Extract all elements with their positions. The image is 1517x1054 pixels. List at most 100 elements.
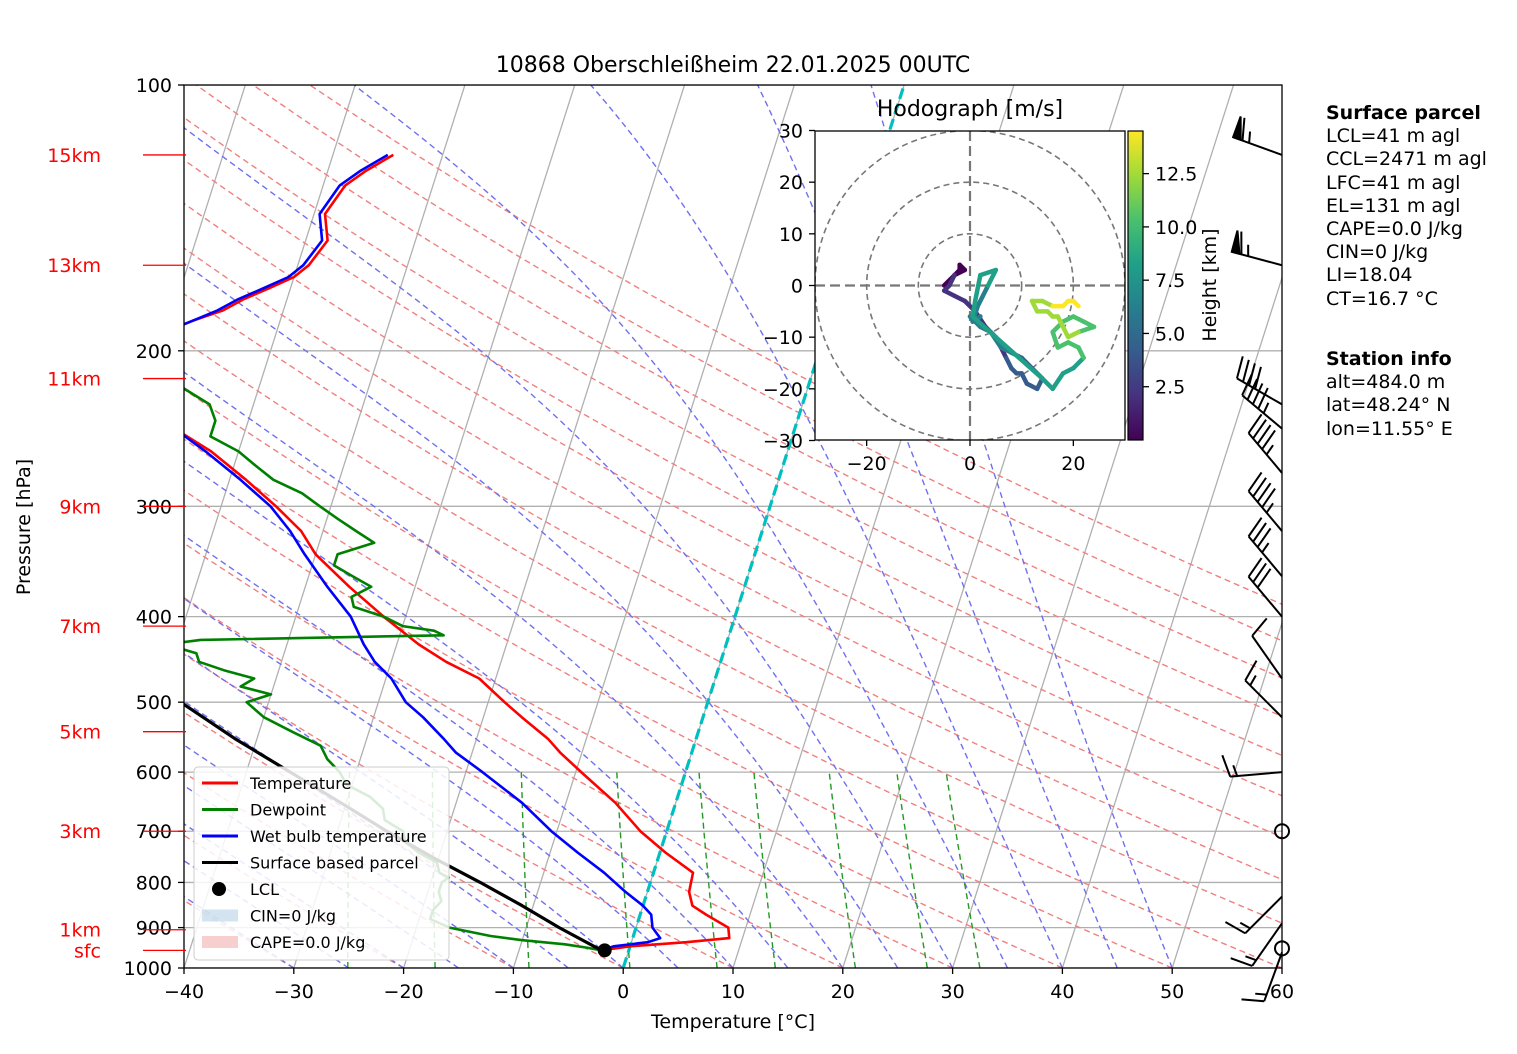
wind-barb <box>1247 557 1283 618</box>
colorbar-tick-label: 2.5 <box>1155 377 1185 399</box>
surface-el: EL=131 m agl <box>1326 194 1461 217</box>
mixing-ratio-line <box>616 772 631 968</box>
y-tick-label: 500 <box>136 692 172 714</box>
y-tick-label: 300 <box>136 496 172 518</box>
dry-adiabat <box>184 542 953 968</box>
dry-adiabat <box>184 596 844 968</box>
wind-barb <box>1247 517 1283 577</box>
wind-barb-full <box>1230 957 1253 967</box>
moist-adiabat <box>184 700 569 968</box>
y-tick-label: 900 <box>136 918 172 940</box>
wind-barb-half <box>1255 992 1267 996</box>
y-tick-label: 400 <box>136 607 172 629</box>
legend-swatch-cape <box>202 936 238 948</box>
chart-title: 10868 Oberschleißheim 22.01.2025 00UTC <box>496 53 971 78</box>
isotherm <box>184 85 246 280</box>
wind-barb <box>1244 660 1283 718</box>
surface-lfc: LFC=41 m agl <box>1326 171 1461 194</box>
hodograph-segment <box>1050 329 1061 350</box>
wind-barb-staff <box>1263 952 1283 1002</box>
colorbar <box>1127 130 1144 441</box>
isotherm <box>951 85 1235 968</box>
wind-barb-full <box>1221 754 1232 777</box>
legend: Temperature Dewpoint Wet bulb temperature S… <box>193 766 450 961</box>
surface-ct: CT=16.7 °C <box>1326 287 1438 310</box>
wind-barb-half <box>1249 675 1257 686</box>
height-label: 13km <box>47 255 101 277</box>
wind-barb-full <box>1242 359 1250 383</box>
wind-barb-half <box>1248 131 1252 144</box>
y-tick-label: 600 <box>136 762 172 784</box>
moist-adiabat <box>184 534 734 968</box>
wind-barb-full <box>1252 419 1267 440</box>
y-tick-label: 200 <box>136 341 172 363</box>
legend-label: Temperature <box>249 774 351 793</box>
x-tick-label: 0 <box>617 981 629 1003</box>
wind-barb-full <box>1261 487 1276 508</box>
y-tick-label: 1000 <box>124 958 172 980</box>
wind-barb-full <box>1241 117 1246 141</box>
hodo-y-tick-label: −20 <box>763 379 803 401</box>
station-info-title: Station info <box>1326 348 1452 370</box>
wind-barb-staff <box>1247 432 1283 474</box>
hodo-y-tick-label: 20 <box>779 172 803 194</box>
surface-cin: CIN=0 J/kg <box>1326 241 1429 264</box>
hodograph-ring <box>917 233 1023 338</box>
wind-barb-full <box>1256 568 1272 589</box>
legend-swatch-cin <box>202 909 238 922</box>
hodograph-segment <box>1040 376 1055 392</box>
wind-barb-full <box>1251 383 1264 405</box>
surface-li: LI=18.04 <box>1326 264 1413 287</box>
legend-label: CAPE=0.0 J/kg <box>250 933 365 952</box>
dry-adiabat <box>184 388 1282 968</box>
hodo-x-tick-label: 0 <box>964 453 976 475</box>
lcl-marker <box>597 943 612 958</box>
hodograph-segment <box>1050 371 1066 392</box>
dry-adiabat <box>184 247 1282 838</box>
wind-barb-full <box>1247 557 1263 578</box>
wind-barb-half <box>1245 955 1257 962</box>
wind-barb-half <box>1232 764 1239 777</box>
surface-lcl: LCL=41 m agl <box>1326 125 1461 148</box>
wind-barb-pennant <box>1230 230 1241 256</box>
hodograph-title: Hodograph [m/s] <box>877 97 1063 122</box>
hodo-x-tick-label: −20 <box>847 453 887 475</box>
dry-adiabat <box>184 489 1063 968</box>
wind-barb-full <box>1256 527 1272 548</box>
hodograph-segment <box>1071 355 1086 371</box>
legend-label: Dewpoint <box>250 801 326 820</box>
wind-barb-staff <box>1241 394 1283 430</box>
x-tick-label: 30 <box>941 981 965 1003</box>
wind-calm-circle <box>1274 823 1290 840</box>
legend-label: Surface based parcel <box>250 854 419 873</box>
mixing-ratio-line <box>896 772 928 968</box>
height-label: 11km <box>47 369 101 391</box>
wind-barb-full <box>1256 482 1272 503</box>
hodograph-segment <box>970 314 1045 381</box>
series-line-wet-bulb-temperature <box>184 153 662 952</box>
legend-swatch-marker <box>212 882 226 896</box>
wind-barb <box>1251 617 1283 680</box>
mixing-ratio-line <box>945 771 981 968</box>
height-label: 7km <box>59 616 101 638</box>
wind-barb-full <box>1224 921 1246 935</box>
wind-barb-full <box>1256 424 1272 445</box>
dry-adiabat <box>184 653 734 968</box>
y-axis-label: Pressure [hPa] <box>13 459 35 595</box>
x-tick-label: 20 <box>831 981 855 1003</box>
wind-barb-full <box>1254 366 1262 390</box>
wind-barb-staff <box>1230 771 1283 778</box>
y-tick-label: 700 <box>136 821 172 843</box>
wind-barb-staff <box>1251 635 1283 680</box>
wind-barb <box>1230 922 1283 967</box>
wind-barb-full <box>1244 660 1258 681</box>
wind-barb-full <box>1251 617 1268 637</box>
colorbar-tick-label: 12.5 <box>1155 164 1197 186</box>
wind-barb-half <box>1261 542 1270 554</box>
hodo-x-tick-label: 20 <box>1061 453 1085 475</box>
dry-adiabat <box>184 116 1282 718</box>
wind-barb-staff <box>1247 535 1283 577</box>
hodo-y-tick-label: 0 <box>791 276 803 298</box>
hodo-inner <box>815 131 1125 440</box>
